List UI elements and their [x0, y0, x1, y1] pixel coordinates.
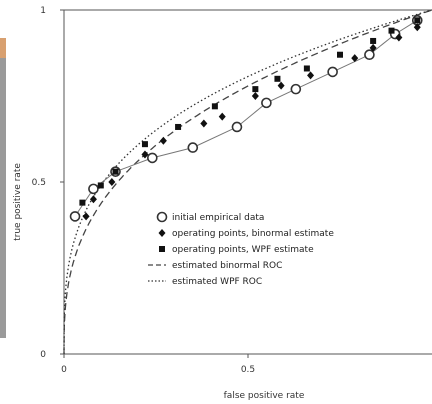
tick-labels: 0 0.5 0 0.5 1 — [32, 6, 255, 375]
binormal-point — [89, 195, 97, 204]
empirical-point — [147, 152, 158, 164]
y-tick-label: 0.5 — [32, 178, 46, 188]
wpf-point — [211, 103, 218, 110]
wpf-point — [303, 65, 310, 72]
wpf-point — [370, 37, 377, 44]
empirical-point — [261, 97, 272, 109]
legend-symbol — [159, 246, 165, 252]
legend-entry-label: operating points, WPF estimate — [172, 245, 314, 255]
binormal-point — [369, 43, 377, 52]
axes — [63, 9, 432, 355]
wpf-point — [112, 168, 119, 175]
wpf-roc-curve — [63, 9, 432, 355]
curves — [63, 9, 432, 355]
binormal-point — [200, 119, 208, 128]
legend-entry-label: estimated binormal ROC — [172, 261, 282, 271]
legend-entry-label: initial empirical data — [172, 213, 264, 223]
empirical-point — [364, 49, 375, 61]
empirical-point — [69, 211, 81, 222]
binormal-point — [251, 92, 259, 100]
y-tick-label: 0 — [40, 350, 46, 360]
legend-entry-label: operating points, binormal estimate — [172, 229, 334, 239]
wpf-point — [388, 27, 395, 34]
y-axis-label: true positive rate — [13, 163, 23, 241]
empirical-point — [187, 142, 199, 153]
wpf-point — [97, 182, 104, 189]
binormal-point — [159, 136, 167, 145]
binormal-point — [82, 212, 90, 221]
binormal-point — [351, 54, 359, 63]
wpf-point — [414, 17, 421, 24]
y-tick-label: 1 — [40, 6, 46, 16]
empirical-data-line — [74, 19, 418, 217]
x-tick-label: 0.5 — [241, 365, 255, 375]
empirical-point — [290, 83, 302, 95]
binormal-point — [307, 71, 315, 80]
legend: initial empirical data operating points, … — [148, 211, 334, 287]
wpf-point — [175, 123, 182, 130]
empirical-point — [327, 66, 338, 78]
legend-entry-label: estimated WPF ROC — [172, 277, 262, 287]
empirical-point — [88, 183, 99, 195]
binormal-point — [218, 112, 226, 121]
wpf-point — [252, 86, 259, 93]
binormal-roc-curve — [63, 9, 432, 355]
wpf-point — [337, 51, 343, 58]
binormal-point — [413, 23, 421, 32]
empirical-point — [231, 121, 243, 133]
left-edge-strip — [0, 38, 6, 338]
legend-symbol — [156, 211, 168, 223]
binormal-point — [395, 33, 403, 42]
x-tick-label: 0 — [61, 365, 67, 375]
binormal-point — [141, 150, 149, 159]
x-axis-label: false positive rate — [224, 391, 305, 401]
binormal-point — [277, 81, 285, 90]
left-edge-accent — [0, 38, 6, 58]
legend-symbol — [158, 229, 166, 237]
wpf-point — [274, 75, 281, 82]
markers — [69, 15, 423, 222]
wpf-point — [79, 199, 86, 206]
binormal-point — [108, 178, 116, 186]
wpf-point — [141, 141, 148, 148]
